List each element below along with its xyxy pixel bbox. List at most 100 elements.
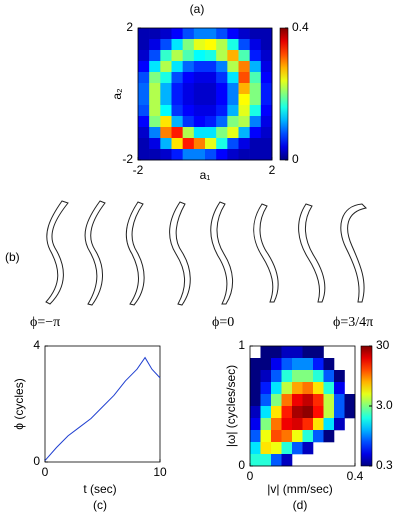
heatmap-cell — [193, 94, 206, 106]
heatmap-cell — [216, 149, 228, 161]
heatmap-cell — [227, 28, 239, 40]
heatmap-cell — [193, 83, 206, 95]
heatmap-cell — [193, 72, 206, 84]
heatmap-cell — [249, 94, 262, 106]
phase-label: ϕ=3/4π — [333, 315, 373, 330]
heatmap-cell — [260, 94, 273, 106]
heatmap-cell — [250, 454, 261, 467]
heatmap-cell — [227, 116, 239, 128]
heatmap-cell — [260, 149, 273, 161]
heatmap-cell — [271, 394, 282, 407]
heatmap-cell — [160, 28, 172, 40]
heatmap-cell — [249, 127, 262, 139]
heatmap-cell — [249, 105, 262, 117]
heatmap-cell — [171, 83, 183, 95]
panel-label: (d) — [293, 498, 308, 512]
y-tick-label: 1 — [238, 338, 245, 352]
heatmap-cell — [149, 94, 161, 106]
heatmap-cell — [271, 430, 282, 443]
heatmap-cell — [260, 358, 272, 371]
heatmap-cell — [271, 370, 282, 383]
heatmap-cell — [292, 382, 303, 395]
heatmap-cell — [238, 28, 250, 40]
y-axis-label: ϕ (cycles) — [12, 378, 26, 429]
heatmap-cell — [149, 28, 161, 40]
plot-frame — [44, 345, 161, 463]
heatmap-cell — [138, 72, 150, 84]
heatmap-cell — [193, 50, 206, 62]
heatmap-cell — [281, 346, 293, 359]
heatmap-cell — [160, 138, 172, 150]
heatmap-cell — [334, 382, 345, 395]
heatmap-cell — [260, 430, 272, 443]
heatmap-cell — [271, 346, 282, 359]
heatmap-cell — [138, 116, 150, 128]
heatmap-cell — [238, 116, 250, 128]
worm — [84, 200, 106, 306]
heatmap-cell — [238, 50, 250, 62]
y-tick-label: -2 — [122, 152, 133, 166]
worm — [169, 201, 191, 306]
heatmap-cell — [149, 83, 161, 95]
heatmap-cell — [216, 138, 228, 150]
heatmap-cell — [302, 358, 314, 371]
heatmap-cell — [205, 116, 217, 128]
x-tick-label: 0 — [247, 469, 254, 483]
heatmap-cell — [149, 50, 161, 62]
heatmap-cell — [260, 406, 272, 419]
heatmap-cell — [323, 394, 335, 407]
y-tick-label: 2 — [126, 20, 133, 34]
phase-label: ϕ=−π — [30, 315, 60, 330]
worm — [253, 203, 279, 303]
heatmap-cell — [271, 358, 282, 371]
heatmap-cell — [227, 138, 239, 150]
heatmap-cell — [302, 382, 314, 395]
heatmap-cell — [149, 105, 161, 117]
heatmap-cell — [313, 430, 324, 443]
heatmap-cell — [227, 72, 239, 84]
heatmap-cell — [238, 83, 250, 95]
heatmap-cell — [149, 61, 161, 73]
heatmap-cell — [182, 28, 195, 40]
heatmap-cell — [227, 50, 239, 62]
heatmap-cell — [323, 430, 335, 443]
heatmap-cell — [149, 127, 161, 139]
heatmap-cell — [292, 394, 303, 407]
heatmap-cell — [205, 138, 217, 150]
heatmap-cell — [302, 418, 314, 431]
heatmap-cell — [138, 83, 150, 95]
heatmap-cell — [323, 418, 335, 431]
heatmap-cell — [292, 358, 303, 371]
heatmap-cell — [205, 61, 217, 73]
heatmap-cell — [249, 39, 262, 51]
heatmap-cell — [182, 149, 195, 161]
heatmap-cell — [260, 28, 273, 40]
heatmap-cell — [193, 39, 206, 51]
colorbar-tick-label: 0.4 — [292, 20, 309, 34]
heatmap-cell — [205, 105, 217, 117]
worm — [210, 201, 233, 305]
heatmap-cell — [182, 72, 195, 84]
heatmap-cell — [260, 370, 272, 383]
heatmap-cell — [238, 105, 250, 117]
heatmap-cell — [227, 94, 239, 106]
heatmap-cell — [292, 418, 303, 431]
plot-frame — [249, 345, 356, 467]
y-tick-label: 0 — [33, 454, 40, 468]
heatmap-cell — [205, 50, 217, 62]
heatmap-cell — [138, 127, 150, 139]
heatmap-cell — [281, 406, 293, 419]
heatmap-cell — [149, 72, 161, 84]
heatmap-cell — [260, 61, 273, 73]
heatmap-cell — [334, 394, 345, 407]
heatmap-cell — [227, 39, 239, 51]
heatmap-cell — [302, 442, 314, 455]
heatmap-cell — [138, 105, 150, 117]
heatmap-cell — [160, 72, 172, 84]
heatmap-cell — [171, 127, 183, 139]
heatmap-cell — [250, 382, 261, 395]
colorbar — [279, 27, 289, 161]
heatmap-cell — [138, 50, 150, 62]
heatmap-cell — [323, 370, 335, 383]
heatmap-cell — [182, 127, 195, 139]
